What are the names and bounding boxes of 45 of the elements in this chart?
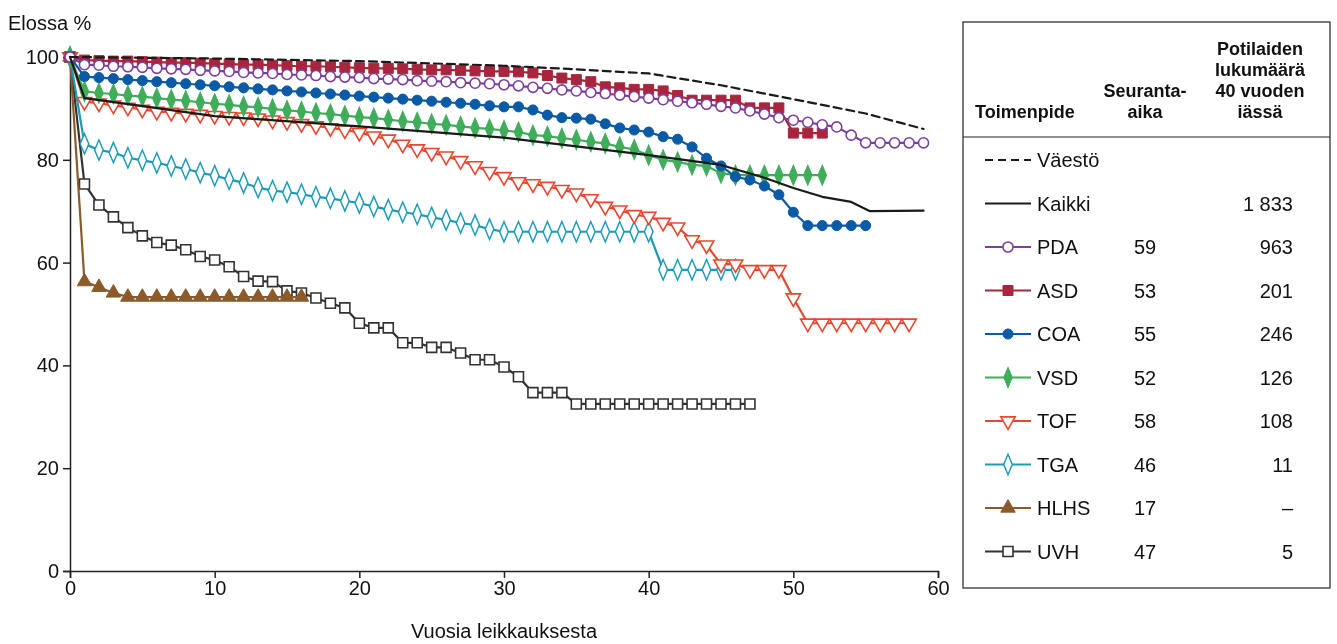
text: 201: [1259, 279, 1293, 302]
y-tick-label: 20: [36, 457, 59, 480]
text: 108: [1259, 410, 1293, 432]
legend-label: TGA: [1037, 453, 1079, 476]
text: 47: [1133, 540, 1157, 563]
x-tick-label: 0: [64, 577, 77, 600]
text: 59: [1133, 236, 1157, 258]
legend-label: COA: [1037, 323, 1081, 345]
text: 963: [1259, 236, 1293, 258]
y-tick-label: 100: [25, 45, 59, 68]
legend-label: PDA: [1037, 236, 1079, 258]
text: Potilaiden lukumäärä 40 vuoden iässä: [1214, 39, 1307, 122]
text: Seuranta-aika: [1103, 81, 1187, 122]
text: 1 833: [1242, 192, 1293, 215]
y-tick-label: 80: [36, 148, 59, 171]
x-axis-title: Vuosia leikkauksesta: [410, 620, 598, 642]
legend-label: ASD: [1037, 279, 1079, 302]
text: 17: [1133, 497, 1157, 519]
legend-label: HLHS: [1037, 497, 1091, 519]
text: 126: [1259, 366, 1293, 389]
text: 55: [1133, 323, 1157, 345]
text: 52: [1133, 366, 1157, 389]
text: 46: [1133, 453, 1157, 476]
legend-label: Kaikki: [1037, 192, 1091, 215]
y-tick-label: 60: [36, 251, 59, 274]
text: 5: [1281, 540, 1293, 563]
text: –: [1281, 497, 1294, 519]
x-tick-label: 60: [927, 577, 950, 600]
legend-label: UVH: [1037, 540, 1080, 563]
text: 11: [1272, 453, 1293, 476]
x-tick-label: 40: [638, 577, 661, 600]
x-tick-label: 20: [348, 577, 371, 600]
legend-label: VSD: [1037, 366, 1079, 389]
legend-label: Väestö: [1037, 149, 1100, 171]
y-tick-label: 0: [47, 559, 59, 582]
legend-title: Toimenpide: [975, 102, 1075, 122]
text: 246: [1259, 323, 1293, 345]
text: 53: [1133, 279, 1157, 302]
x-tick-label: 30: [493, 577, 516, 600]
legend-label: TOF: [1037, 410, 1077, 432]
x-tick-label: 50: [782, 577, 805, 600]
y-axis-title: Elossa %: [8, 12, 92, 34]
text: 58: [1133, 410, 1157, 432]
y-tick-label: 40: [36, 354, 59, 377]
x-tick-label: 10: [204, 577, 227, 600]
